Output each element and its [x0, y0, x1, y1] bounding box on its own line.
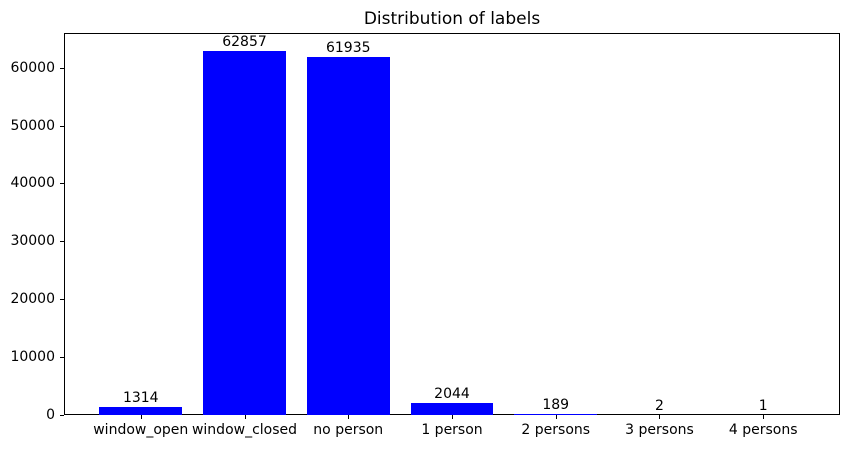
x-tick-mark	[244, 415, 246, 419]
y-tick-mark	[60, 67, 64, 69]
bar	[410, 403, 494, 415]
bar-value-label: 1314	[122, 390, 159, 407]
x-tick-label: no person	[313, 422, 384, 438]
y-tick-mark	[60, 241, 64, 243]
bar	[514, 413, 598, 415]
y-tick-mark	[60, 183, 64, 185]
bar-value-label: 1	[758, 397, 768, 414]
y-tick-label: 30000	[10, 233, 55, 250]
bar-value-label: 189	[542, 396, 570, 413]
x-tick-mark	[555, 415, 557, 419]
y-tick-label: 60000	[10, 59, 55, 76]
bar-value-label: 2	[655, 397, 664, 414]
bar	[99, 407, 183, 415]
bar-value-label: 61935	[325, 39, 371, 56]
y-tick-label: 20000	[10, 291, 55, 308]
x-tick-label: 4 persons	[728, 422, 798, 438]
x-tick-mark	[348, 415, 350, 419]
chart-title: Distribution of labels	[363, 9, 541, 29]
y-tick-label: 50000	[10, 117, 55, 134]
x-tick-mark	[140, 415, 142, 419]
y-tick-label: 10000	[10, 349, 55, 366]
x-tick-label: 3 persons	[625, 422, 694, 438]
x-tick-label: 1 person	[421, 422, 483, 438]
bar-value-label: 2044	[434, 386, 470, 403]
y-tick-mark	[60, 299, 64, 301]
y-tick-label: 40000	[10, 175, 55, 192]
x-tick-label: 2 persons	[521, 422, 591, 438]
plot-area	[64, 33, 840, 415]
x-tick-mark	[452, 415, 453, 419]
y-tick-label: 0	[46, 407, 55, 423]
x-tick-mark	[763, 415, 765, 419]
y-tick-mark	[60, 125, 64, 127]
bar-value-label: 62857	[222, 34, 267, 51]
y-tick-mark	[60, 357, 64, 359]
y-tick-mark	[60, 415, 64, 416]
bar	[203, 51, 286, 415]
x-tick-label: window_open	[93, 422, 189, 438]
x-tick-label: window_closed	[191, 422, 298, 438]
bar	[306, 56, 390, 415]
x-tick-mark	[659, 415, 661, 419]
